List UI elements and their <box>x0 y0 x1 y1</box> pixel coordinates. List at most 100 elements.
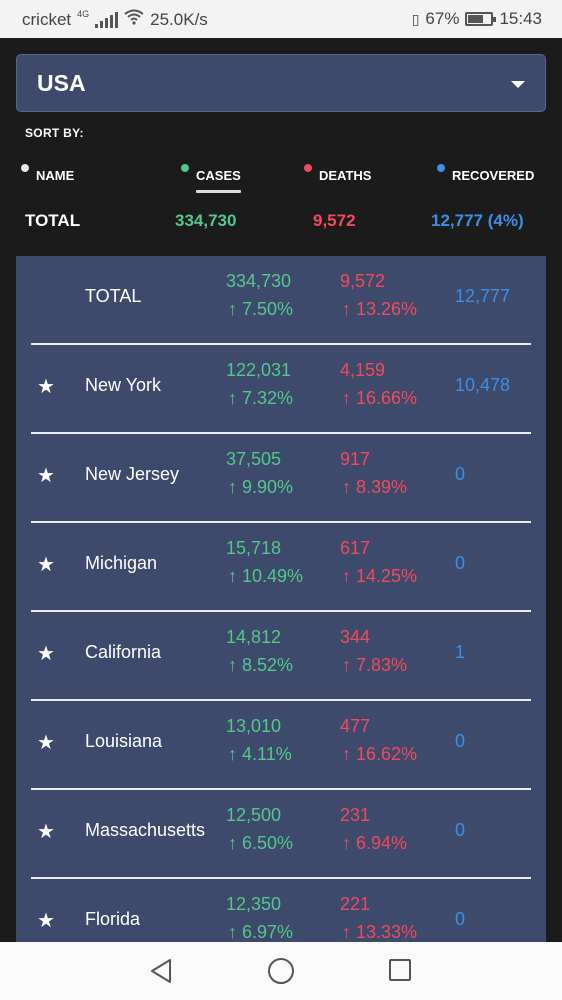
row-deaths: 917 <box>340 449 371 469</box>
sort-by-label: SORT BY: <box>25 126 84 140</box>
wifi-icon <box>124 9 144 30</box>
home-circle-icon[interactable] <box>268 958 294 984</box>
list-item[interactable]: ★ Massachusetts 12,500 ↑ 6.50% 231 ↑ 6.9… <box>31 790 531 879</box>
row-cases-change: ↑ 7.32% <box>228 388 294 408</box>
row-deaths-change: ↑ 16.66% <box>342 388 418 408</box>
sort-option-name[interactable]: NAME <box>21 164 74 183</box>
row-deaths: 344 <box>340 627 371 647</box>
row-recovered: 0 <box>455 553 466 573</box>
system-nav-bar <box>0 942 562 1000</box>
list-item[interactable]: ★ Florida 12,350 ↑ 6.97% 221 ↑ 13.33% 0 <box>31 879 531 942</box>
row-cases-change: ↑ 7.50% <box>228 299 294 319</box>
battery-icon <box>465 12 497 26</box>
row-cases-change: ↑ 9.90% <box>228 477 294 497</box>
row-deaths: 221 <box>340 894 371 914</box>
back-triangle-icon[interactable] <box>150 958 172 989</box>
row-cases-change: ↑ 6.50% <box>228 833 294 853</box>
row-recovered: 0 <box>455 820 466 840</box>
country-select-value: USA <box>37 70 86 96</box>
vibrate-icon: ▯ <box>411 10 420 27</box>
row-divider <box>31 432 531 434</box>
row-deaths-change: ↑ 14.25% <box>342 566 418 586</box>
row-deaths-change: ↑ 16.62% <box>342 744 418 764</box>
region-list[interactable]: TOTAL 334,730 ↑ 7.50% 9,572 ↑ 13.26% 12,… <box>16 256 546 942</box>
list-item[interactable]: ★ Michigan 15,718 ↑ 10.49% 617 ↑ 14.25% … <box>31 523 531 612</box>
row-recovered: 0 <box>455 909 466 929</box>
row-name: Massachusetts <box>85 820 206 840</box>
row-deaths-change: ↑ 13.26% <box>342 299 418 319</box>
row-deaths-change: ↑ 6.94% <box>342 833 408 853</box>
row-cases: 13,010 <box>226 716 282 736</box>
row-divider <box>31 610 531 612</box>
network-type: 4G <box>77 8 90 19</box>
star-icon[interactable]: ★ <box>37 376 55 398</box>
row-cases: 122,031 <box>226 360 292 380</box>
sort-option-deaths[interactable]: DEATHS <box>304 164 371 183</box>
row-recovered: 10,478 <box>455 375 511 395</box>
clock: 15:43 <box>499 9 542 28</box>
battery-percent: 67% <box>425 9 460 28</box>
row-deaths: 477 <box>340 716 371 736</box>
row-name: Florida <box>85 909 141 929</box>
chevron-down-icon <box>511 81 525 88</box>
star-icon[interactable]: ★ <box>37 643 55 665</box>
star-icon[interactable]: ★ <box>37 821 55 843</box>
recent-square-icon[interactable] <box>389 959 411 981</box>
row-name: TOTAL <box>85 286 142 306</box>
row-deaths-change: ↑ 7.83% <box>342 655 408 675</box>
signal-icon <box>95 11 119 28</box>
row-recovered: 12,777 <box>455 286 511 306</box>
row-divider <box>31 788 531 790</box>
row-deaths: 9,572 <box>340 271 386 291</box>
row-deaths: 4,159 <box>340 360 386 380</box>
row-cases: 12,350 <box>226 894 282 914</box>
cases-dot-icon <box>181 164 189 172</box>
row-deaths-change: ↑ 13.33% <box>342 922 418 942</box>
row-cases-change: ↑ 10.49% <box>228 566 304 586</box>
row-divider <box>31 521 531 523</box>
country-select[interactable]: USA <box>16 54 546 112</box>
carrier-label: cricket <box>22 9 72 29</box>
row-name: California <box>85 642 162 662</box>
row-recovered: 0 <box>455 731 466 751</box>
row-cases: 12,500 <box>226 805 282 825</box>
row-recovered: 0 <box>455 464 466 484</box>
row-cases: 334,730 <box>226 271 292 291</box>
deaths-dot-icon <box>304 164 312 172</box>
row-cases: 37,505 <box>226 449 282 469</box>
totals-cases: 334,730 <box>175 211 237 230</box>
list-item[interactable]: ★ New Jersey 37,505 ↑ 9.90% 917 ↑ 8.39% … <box>31 434 531 523</box>
row-name: Louisiana <box>85 731 163 751</box>
row-divider <box>31 699 531 701</box>
list-item[interactable]: ★ Louisiana 13,010 ↑ 4.11% 477 ↑ 16.62% … <box>31 701 531 790</box>
row-name: New York <box>85 375 162 395</box>
row-cases-change: ↑ 8.52% <box>228 655 294 675</box>
network-speed: 25.0K/s <box>150 9 208 29</box>
status-bar: cricket 4G 25.0K/s ▯ 67% 15:43 <box>0 0 562 38</box>
name-dot-icon <box>21 164 29 172</box>
row-cases: 14,812 <box>226 627 282 647</box>
sort-option-recovered[interactable]: RECOVERED <box>437 164 534 183</box>
row-name: New Jersey <box>85 464 180 484</box>
row-cases-change: ↑ 4.11% <box>228 744 292 764</box>
row-cases: 15,718 <box>226 538 282 558</box>
row-recovered: 1 <box>455 642 466 662</box>
row-cases-change: ↑ 6.97% <box>228 922 294 942</box>
list-item[interactable]: ★ New York 122,031 ↑ 7.32% 4,159 ↑ 16.66… <box>31 345 531 434</box>
header: USA SORT BY: NAME CASES DEATHS RECOVERED… <box>0 38 562 256</box>
sort-option-cases[interactable]: CASES <box>181 164 241 193</box>
star-icon[interactable]: ★ <box>37 465 55 487</box>
row-deaths: 617 <box>340 538 371 558</box>
list-item[interactable]: ★ California 14,812 ↑ 8.52% 344 ↑ 7.83% … <box>31 612 531 701</box>
star-icon[interactable]: ★ <box>37 554 55 576</box>
list-item[interactable]: TOTAL 334,730 ↑ 7.50% 9,572 ↑ 13.26% 12,… <box>31 256 531 345</box>
totals-recovered: 12,777 (4%) <box>431 211 524 230</box>
totals-label: TOTAL <box>25 211 81 230</box>
star-icon[interactable]: ★ <box>37 910 55 932</box>
row-deaths: 231 <box>340 805 371 825</box>
star-icon[interactable]: ★ <box>37 732 55 754</box>
row-deaths-change: ↑ 8.39% <box>342 477 408 497</box>
row-name: Michigan <box>85 553 158 573</box>
row-divider <box>31 343 531 345</box>
totals-deaths: 9,572 <box>313 211 356 230</box>
